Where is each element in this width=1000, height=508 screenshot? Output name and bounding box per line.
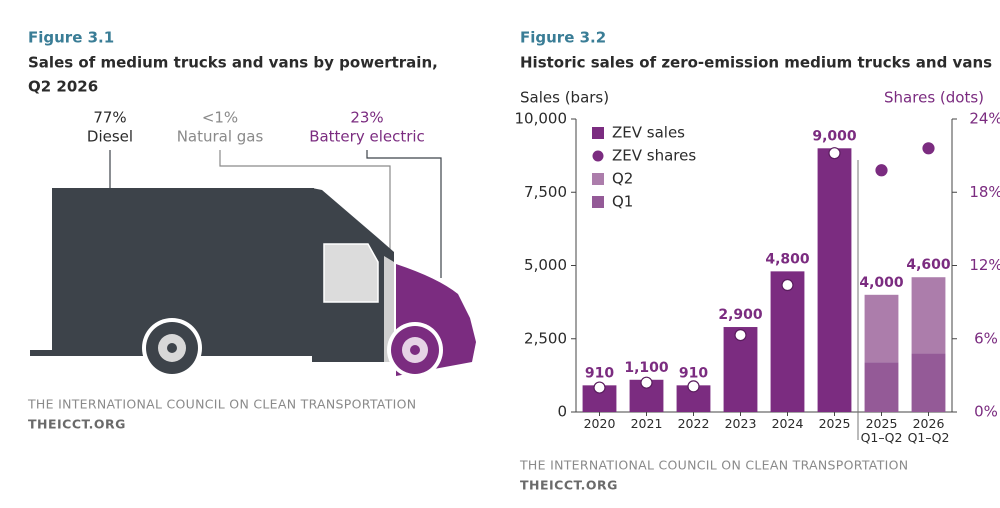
y2-tick-label: 18%	[969, 183, 1000, 201]
dot	[922, 142, 935, 155]
y-tick-label: 2,500	[524, 329, 567, 347]
dot	[828, 147, 841, 160]
total-label: 4,000	[859, 275, 904, 291]
bar	[864, 362, 899, 412]
y-tick-label: 0	[557, 403, 567, 421]
x-tick-label: 2023	[725, 416, 757, 431]
chart: Figure 3.2 Historic sales of zero-emissi…	[515, 29, 1000, 493]
segment-label: Natural gas	[177, 128, 264, 146]
legend-swatch	[592, 150, 604, 162]
value-label: 4,800	[765, 251, 810, 267]
dot	[781, 278, 794, 292]
source-url: THEICCT.ORG	[520, 478, 618, 493]
legend-label: ZEV sales	[612, 124, 685, 142]
dot	[875, 164, 888, 177]
y-tick-label: 5,000	[524, 256, 567, 274]
dot	[593, 381, 606, 394]
y2-tick-label: 0%	[974, 403, 998, 421]
share-label: 77%	[93, 109, 126, 127]
share-label: 23%	[350, 109, 383, 127]
x-tick-label: 2022	[678, 416, 710, 431]
dot	[640, 376, 653, 389]
legend-swatch	[592, 127, 604, 139]
y2-tick-label: 12%	[969, 256, 1000, 274]
legend-label: Q1	[612, 193, 633, 211]
y-tick-label: 10,000	[515, 110, 568, 128]
bar	[817, 148, 852, 413]
value-label: 9,000	[812, 128, 857, 144]
value-label: 910	[679, 365, 708, 381]
value-label: 910	[585, 365, 614, 381]
source: THE INTERNATIONAL COUNCIL ON CLEAN TRANS…	[519, 458, 908, 473]
y-axis-title: Sales (bars)	[520, 89, 609, 107]
share-label: <1%	[202, 109, 238, 127]
bar	[864, 294, 899, 363]
truck	[30, 150, 476, 378]
x-tick-label: 2020	[584, 416, 616, 431]
segment-label: Diesel	[87, 128, 133, 146]
bar	[723, 327, 758, 412]
y2-tick-label: 24%	[969, 110, 1000, 128]
legend-swatch	[592, 173, 604, 185]
legend-label: ZEV shares	[612, 147, 696, 165]
dot	[734, 328, 747, 342]
figure-title: Sales of medium trucks and vans by power…	[28, 54, 438, 72]
bar	[770, 271, 805, 412]
total-label: 4,600	[906, 257, 951, 273]
x-tick-label: 2025	[819, 416, 851, 431]
segment-label: Battery electric	[309, 128, 425, 146]
y2-tick-label: 6%	[974, 329, 998, 347]
legend-swatch	[592, 196, 604, 208]
y2-axis-title: Shares (dots)	[884, 89, 984, 107]
chart-title: Historic sales of zero-emission medium t…	[520, 54, 992, 72]
value-label: 1,100	[624, 360, 669, 376]
x-tick-label: 2025 Q1–Q2	[861, 416, 903, 445]
bar	[911, 277, 946, 354]
bar	[911, 353, 946, 412]
figure-title: Q2 2026	[28, 78, 98, 96]
figure-label: Figure 3.2	[520, 29, 606, 47]
x-tick-label: 2024	[772, 416, 804, 431]
figure-label: Figure 3.1	[28, 29, 114, 47]
source-url: THEICCT.ORG	[28, 417, 126, 432]
x-tick-label: 2026 Q1–Q2	[908, 416, 950, 445]
source: THE INTERNATIONAL COUNCIL ON CLEAN TRANS…	[27, 397, 416, 412]
value-label: 2,900	[718, 307, 763, 323]
x-tick-label: 2021	[631, 416, 663, 431]
legend-label: Q2	[612, 170, 633, 188]
y-tick-label: 7,500	[524, 183, 567, 201]
dot	[687, 380, 700, 393]
